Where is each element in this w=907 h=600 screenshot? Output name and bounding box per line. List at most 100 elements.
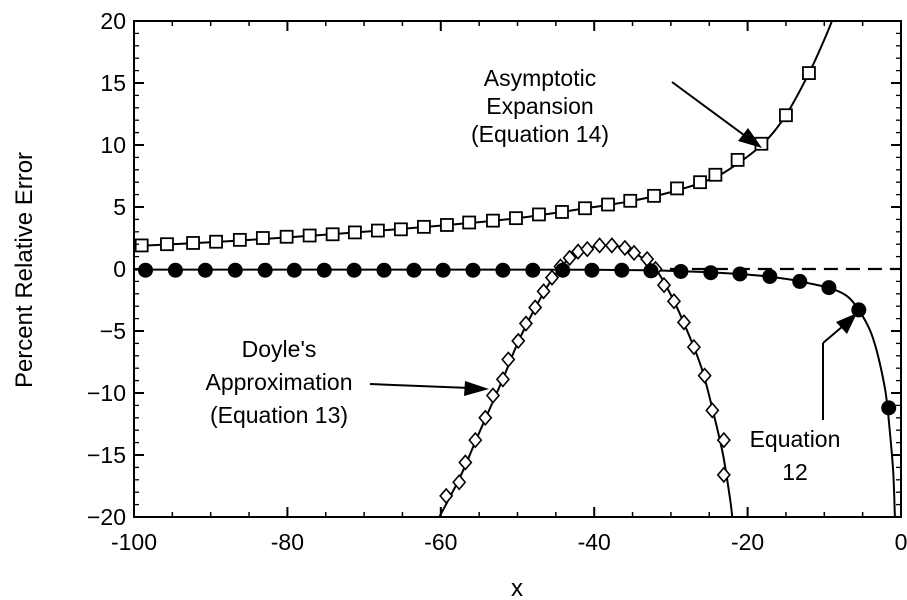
doyle-point [705, 402, 720, 419]
doyle-point [468, 431, 483, 449]
asymptotic-point [209, 234, 223, 249]
doyle-point [666, 293, 682, 310]
asymptotic-point [325, 227, 340, 242]
asymptotic-point [462, 215, 477, 230]
equation12-point [614, 262, 630, 278]
equation12-point [525, 262, 541, 278]
asymptotic-point [693, 175, 707, 190]
equation12-point [643, 263, 659, 279]
equation12-point [821, 280, 837, 296]
asymptotic-arrow-shaft [671, 81, 749, 139]
equation12-point [673, 263, 689, 279]
doyle-point [617, 239, 632, 257]
asymptotic-point [555, 205, 569, 219]
equation12-point [792, 273, 808, 289]
y-axis-title: Percent Relative Error [11, 152, 38, 388]
asymptotic-label-line-2: Expansion [486, 93, 593, 119]
asymptotic-point [134, 238, 149, 253]
equation12-point [881, 400, 897, 416]
equation12-label-line-2: 12 [782, 459, 808, 485]
doyle-point [562, 249, 577, 267]
x-tick-label: 0 [895, 529, 907, 555]
y-tick-label: 0 [113, 256, 126, 282]
equation12-point [197, 262, 213, 278]
asymptotic-point [670, 181, 684, 196]
doyle-label-line-1: Doyle's [242, 336, 317, 362]
doyle-curve [438, 244, 734, 517]
asymptotic-point [730, 152, 745, 167]
x-tick-label: -80 [271, 529, 304, 555]
asymptotic-point [779, 108, 793, 123]
equation12-point [435, 262, 451, 278]
asymptotic-label-line-1: Asymptotic [484, 65, 596, 91]
asymptotic-point [232, 232, 247, 247]
x-tick-label: -60 [424, 529, 457, 555]
y-tick-label: −5 [100, 318, 126, 344]
asymptotic-point [279, 229, 294, 244]
series-markers [134, 66, 897, 505]
doyle-point [686, 338, 701, 356]
equation12-point [346, 262, 362, 278]
asymptotic-point [347, 225, 362, 240]
annotation-asymptotic: Asymptotic Expansion (Equation 14) [471, 65, 762, 148]
doyle-point [716, 431, 731, 449]
equation12-point [465, 262, 481, 278]
asymptotic-point [255, 231, 270, 245]
doyle-point [452, 474, 467, 491]
asymptotic-point [509, 211, 523, 226]
equation12-point [703, 265, 719, 281]
doyle-arrow-head [464, 381, 489, 396]
y-tick-label: −15 [87, 442, 126, 468]
equation12-point [555, 262, 571, 278]
doyle-point [495, 371, 510, 388]
equation12-point [138, 262, 154, 278]
asymptotic-point [647, 188, 661, 203]
asymptotic-point [486, 213, 500, 228]
y-tick-label: −20 [87, 504, 126, 530]
asymptotic-point [371, 223, 385, 238]
equation12-point [286, 262, 302, 278]
equation12-point [584, 262, 600, 278]
annotation-doyle: Doyle's Approximation (Equation 13) [205, 336, 489, 428]
asymptotic-point [578, 201, 592, 216]
x-tick-label: -100 [111, 529, 157, 555]
doyle-point [656, 276, 672, 294]
doyle-point [439, 487, 454, 505]
asymptotic-point [623, 193, 638, 208]
axis-ticks [133, 20, 902, 518]
doyle-point [697, 367, 712, 384]
y-tick-label: 20 [100, 8, 126, 34]
x-tick-label: -20 [731, 529, 764, 555]
asymptotic-point [417, 219, 431, 234]
equation12-point [495, 262, 511, 278]
doyle-point [518, 315, 533, 332]
asymptotic-point [394, 222, 408, 237]
asymptotic-point [532, 207, 546, 222]
doyle-point [511, 332, 526, 350]
axis-tick-labels: -100 -80 -60 -40 -20 0 20 15 10 5 0 −5 −10 −15 −20 [87, 8, 907, 555]
equation12-label-line-1: Equation [750, 426, 841, 452]
asymptotic-point [601, 197, 615, 212]
doyle-label-line-3: (Equation 13) [210, 402, 348, 428]
asymptotic-point [186, 236, 200, 250]
asymptotic-point [802, 66, 816, 80]
annotation-equation12: Equation 12 [750, 313, 857, 485]
doyle-point [676, 314, 691, 331]
equation12-point [167, 262, 183, 278]
y-tick-label: 5 [113, 194, 126, 220]
asymptotic-point [708, 167, 723, 182]
doyle-point [536, 283, 551, 300]
equation12-point [762, 268, 778, 284]
asymptotic-point [302, 228, 317, 243]
equation12-point [732, 266, 748, 282]
asymptotic-point [440, 218, 454, 232]
equation12-point [406, 262, 422, 278]
doyle-point [501, 351, 516, 368]
x-axis-title: x [511, 575, 523, 600]
doyle-arrow-shaft [369, 383, 471, 389]
doyle-point [627, 244, 642, 262]
doyle-point [716, 466, 731, 484]
asymptotic-arrow-head [738, 128, 762, 148]
equation12-point [316, 262, 332, 278]
